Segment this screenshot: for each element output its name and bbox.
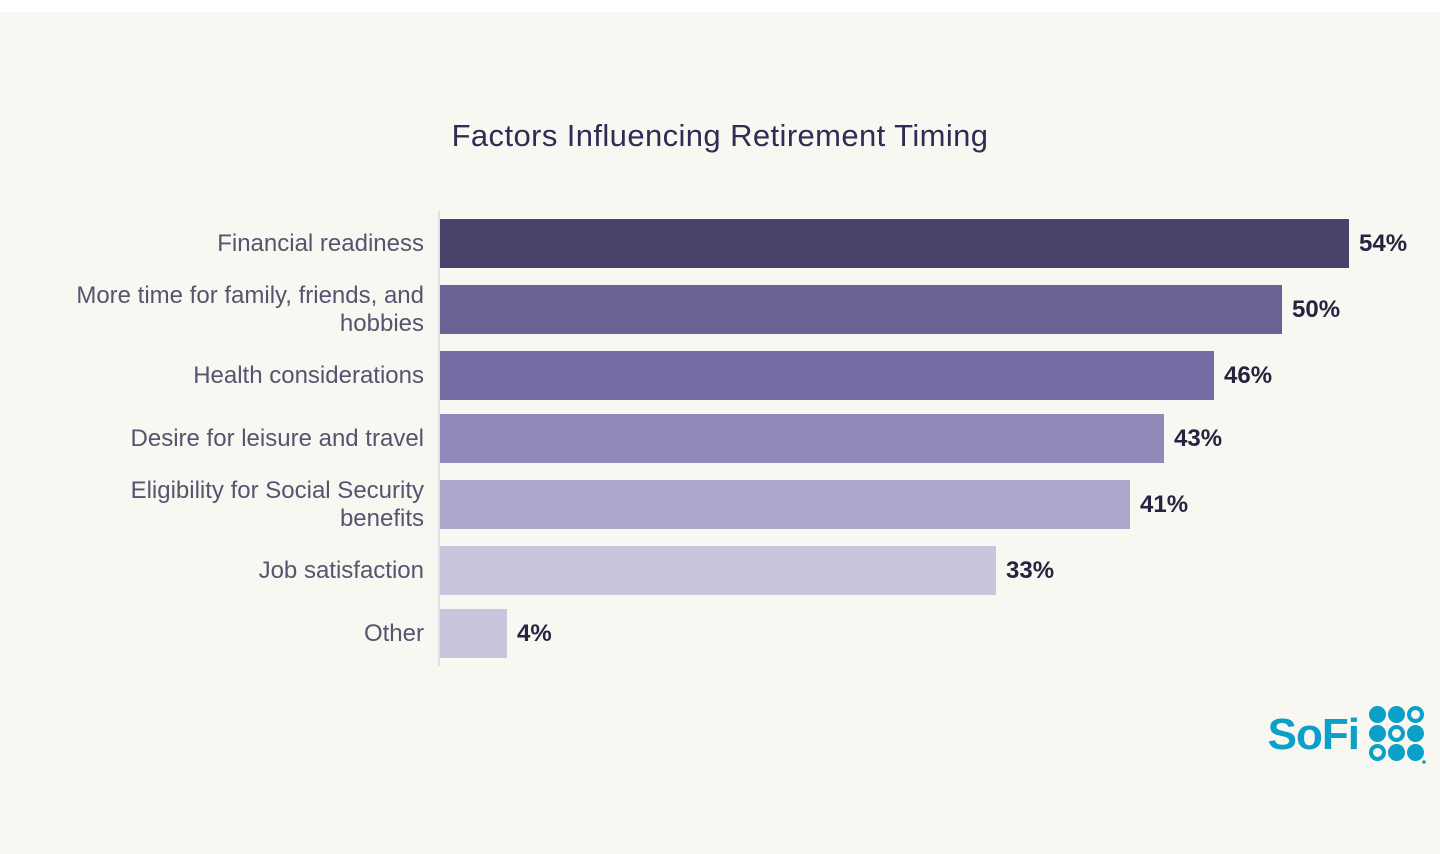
value-label: 33% xyxy=(1006,556,1055,584)
category-label: Desire for leisure and travel xyxy=(130,424,424,452)
value-label: 4% xyxy=(517,619,552,647)
bar xyxy=(440,546,996,596)
value-label: 46% xyxy=(1224,361,1273,389)
bar-area: 41% xyxy=(440,480,1189,530)
chart-row: Financial readiness 54% xyxy=(40,219,1440,268)
bar-area: 43% xyxy=(440,414,1223,464)
bar xyxy=(440,351,1214,401)
bar xyxy=(440,414,1164,464)
chart-rows: Financial readiness 54% More time for fa… xyxy=(40,211,1440,667)
bar xyxy=(440,219,1349,268)
chart-row: More time for family, friends, and hobbi… xyxy=(40,282,1440,337)
value-label: 41% xyxy=(1140,490,1189,518)
chart-title: Factors Influencing Retirement Timing xyxy=(451,118,989,153)
category-label: Other xyxy=(363,620,424,648)
category-label: Job satisfaction xyxy=(258,557,424,585)
bar-chart: Financial readiness 54% More time for fa… xyxy=(40,211,1440,667)
bar-area: 33% xyxy=(440,546,1055,596)
category-label: Financial readiness xyxy=(217,229,424,257)
category-label: More time for family, friends, and hobbi… xyxy=(76,282,424,337)
chart-row: Job satisfaction 33% xyxy=(40,546,1440,596)
sofi-logo: SoFi xyxy=(1268,705,1426,764)
bar-area: 50% xyxy=(440,285,1341,335)
bar xyxy=(440,609,507,659)
bar xyxy=(440,285,1282,335)
chart-row: Health considerations 46% xyxy=(40,351,1440,401)
bar xyxy=(440,480,1130,530)
chart-row: Other 4% xyxy=(40,609,1440,659)
chart-row: Desire for leisure and travel 43% xyxy=(40,414,1440,464)
chart-row: Eligibility for Social Security benefits… xyxy=(40,477,1440,532)
bar-area: 46% xyxy=(440,351,1273,401)
value-label: 43% xyxy=(1174,424,1223,452)
sofi-logo-text: SoFi xyxy=(1267,709,1360,759)
value-label: 54% xyxy=(1359,229,1408,257)
bar-area: 54% xyxy=(440,219,1407,268)
sofi-dot-grid-icon xyxy=(1369,706,1426,764)
category-label: Eligibility for Social Security benefits xyxy=(130,477,424,532)
bar-area: 4% xyxy=(440,609,552,659)
category-label: Health considerations xyxy=(193,361,424,389)
value-label: 50% xyxy=(1292,295,1341,323)
